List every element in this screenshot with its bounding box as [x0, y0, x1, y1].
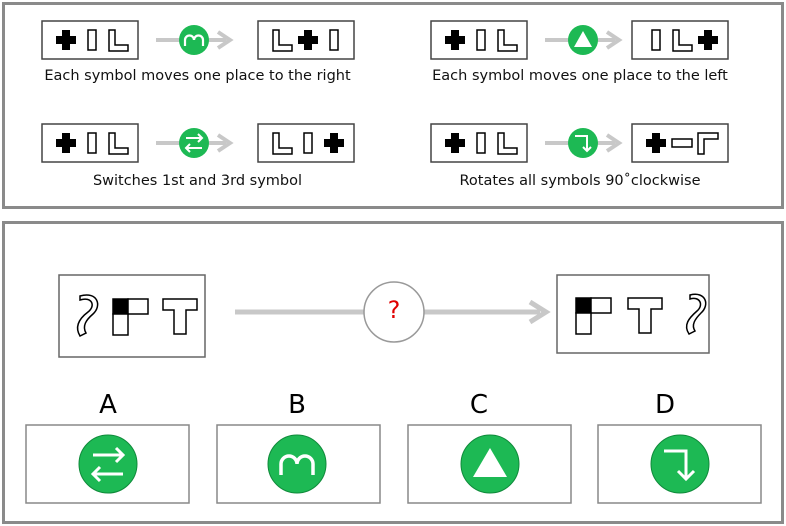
turn-arrow-icon [650, 434, 710, 494]
bar-symbol [87, 132, 97, 154]
arc-icon [267, 434, 327, 494]
rule-2 [430, 20, 729, 60]
bar-symbol [476, 132, 486, 154]
puzzle-result-box [556, 274, 710, 354]
puzzle-start-box [58, 274, 206, 358]
question-mark: ? [387, 296, 401, 324]
bar-symbol [329, 29, 339, 51]
s-curve-symbol [76, 294, 99, 337]
hbar-symbol [671, 138, 693, 148]
triangle-icon [460, 434, 520, 494]
rule-4-caption: Rotates all symbols 90˚clockwise [459, 173, 701, 189]
t-symbol [627, 297, 663, 334]
bar-symbol [651, 29, 661, 51]
option-d-box[interactable] [597, 424, 762, 504]
bar-symbol [303, 132, 313, 154]
bar-symbol [87, 29, 97, 51]
rule-1-caption: Each symbol moves one place to the right [44, 68, 351, 84]
t-symbol [162, 298, 198, 335]
rule-3-caption: Switches 1st and 3rd symbol [92, 173, 303, 189]
quarter-square-symbol [575, 297, 612, 335]
swap-arrows-icon [179, 128, 209, 158]
rule-1 [41, 20, 355, 60]
option-b-box[interactable] [216, 424, 381, 504]
rule-3 [41, 123, 355, 163]
option-d-letter: D [654, 390, 676, 420]
triangle-icon [568, 25, 598, 55]
option-a-letter: A [99, 390, 117, 420]
option-c-box[interactable] [407, 424, 572, 504]
option-a-box[interactable] [25, 424, 190, 504]
turn-arrow-icon [568, 128, 598, 158]
arc-icon [179, 25, 209, 55]
question-circle [363, 281, 425, 343]
s-curve-symbol [685, 293, 707, 335]
quarter-square-symbol [112, 298, 149, 336]
rule-2-caption: Each symbol moves one place to the left [432, 68, 728, 84]
option-c-letter: C [469, 390, 489, 420]
bar-symbol [476, 29, 486, 51]
option-b-letter: B [288, 390, 306, 420]
swap-arrows-icon [78, 434, 138, 494]
rule-4 [430, 123, 729, 163]
